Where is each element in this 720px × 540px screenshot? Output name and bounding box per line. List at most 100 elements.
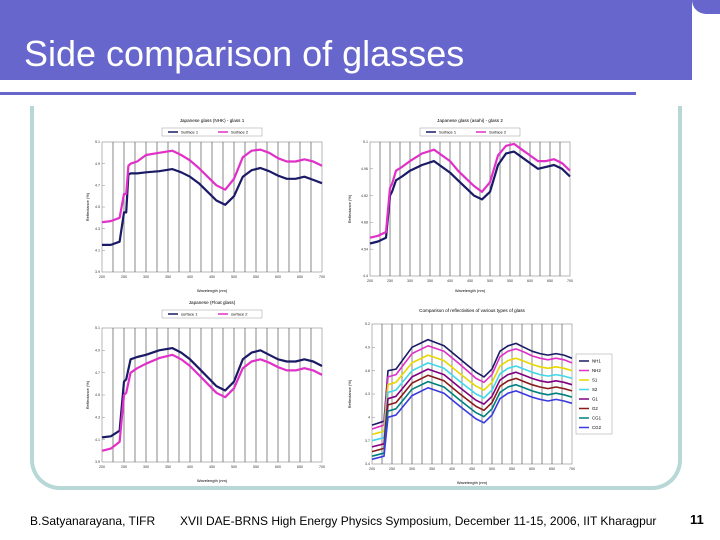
legend-label: NH1 [592, 359, 601, 364]
slide-title: Side comparison of glasses [24, 33, 465, 74]
series-line [369, 142, 571, 239]
y-tick-label: 4.5 [95, 205, 100, 209]
title-bar [0, 0, 692, 80]
x-tick-label: 550 [509, 467, 515, 471]
series-line [371, 362, 573, 442]
chart-svg: Japanese glass (asahi) - glass 2 200 250 30… [347, 118, 573, 293]
legend-box [161, 309, 263, 319]
x-tick-label: 700 [567, 279, 573, 283]
chart-nhk-glass1: Japanese glass (NHK) - glass 1 200 250 300 3… [84, 116, 330, 296]
x-tick-label: 600 [529, 467, 535, 471]
legend-box [161, 127, 263, 137]
x-tick-label: 350 [165, 465, 171, 469]
y-tick-label: 4.4 [363, 274, 368, 278]
x-tick-label: 650 [549, 467, 555, 471]
x-tick-label: 650 [297, 275, 303, 279]
series-line [369, 150, 571, 245]
legend-label: S2 [592, 387, 598, 392]
x-axis-label: Wavelength (nm) [457, 480, 488, 485]
x-tick-label: 200 [367, 279, 373, 283]
x-tick-label: 400 [187, 465, 193, 469]
legend-box [419, 127, 521, 137]
y-tick-label: 4.9 [365, 346, 370, 350]
y-tick-label: 4.9 [95, 349, 100, 353]
y-tick-label: 4.54 [361, 247, 368, 251]
y-tick-label: 3.7 [365, 439, 370, 443]
legend-label: Surface 1 [439, 129, 457, 134]
y-tick-label: 4.1 [95, 249, 100, 253]
x-tick-label: 250 [121, 275, 127, 279]
legend-label: CG1 [592, 416, 602, 421]
x-tick-label: 200 [99, 275, 105, 279]
y-tick-label: 4.9 [95, 162, 100, 166]
x-tick-label: 600 [275, 465, 281, 469]
y-tick-label: 4.96 [361, 167, 368, 171]
y-tick-label: 4.5 [95, 393, 100, 397]
y-tick-label: 5.2 [365, 322, 370, 326]
x-tick-label: 350 [429, 467, 435, 471]
series-line [371, 387, 573, 461]
x-tick-label: 700 [569, 467, 575, 471]
footer-author: B.Satyanarayana, TIFR [30, 514, 156, 528]
x-axis-label: Wavelength (nm) [455, 288, 486, 293]
x-axis-label: Wavelength (nm) [197, 478, 228, 483]
series-line [101, 353, 323, 452]
legend-label: surface 2 [231, 311, 248, 316]
x-tick-label: 200 [369, 467, 375, 471]
y-tick-label: 3.4 [365, 462, 370, 466]
legend-label: G1 [592, 397, 598, 402]
y-tick-label: 4.3 [95, 416, 100, 420]
x-tick-label: 650 [547, 279, 553, 283]
chart-svg: Japanese glass (NHK) - glass 1 200 250 300 3… [85, 118, 325, 293]
x-tick-label: 500 [231, 275, 237, 279]
x-tick-label: 500 [489, 467, 495, 471]
y-tick-label: 5.1 [95, 140, 100, 144]
title-bar-corner [692, 0, 720, 14]
x-tick-label: 300 [143, 275, 149, 279]
y-tick-label: 4.3 [95, 227, 100, 231]
legend-label: CG2 [592, 425, 602, 430]
series-line [371, 380, 573, 457]
x-tick-label: 250 [121, 465, 127, 469]
x-tick-label: 700 [319, 465, 325, 469]
x-tick-label: 550 [253, 275, 259, 279]
y-axis-label: Reflectance (%) [85, 192, 90, 221]
y-tick-label: 4.6 [365, 369, 370, 373]
series-line [371, 344, 573, 430]
series-line [371, 368, 573, 448]
y-tick-label: 3.9 [95, 460, 100, 464]
chart-title: Japanese glass (NHK) - glass 1 [180, 118, 245, 123]
chart-title: Japanese (Float glass) [189, 300, 236, 305]
y-tick-label: 4.7 [95, 184, 100, 188]
x-tick-label: 700 [319, 275, 325, 279]
series-line [371, 374, 573, 453]
chart-title: Japanese glass (asahi) - glass 2 [437, 118, 503, 123]
chart-float-glass: Japanese (Float glass) 200 250 300 350 400 450… [84, 298, 330, 486]
x-tick-label: 300 [407, 279, 413, 283]
legend-label: G2 [592, 406, 598, 411]
legend-box [575, 353, 613, 435]
x-tick-label: 550 [507, 279, 513, 283]
y-tick-label: 4.7 [95, 371, 100, 375]
x-tick-label: 450 [467, 279, 473, 283]
legend-label: S1 [592, 378, 598, 383]
legend-label: surface 1 [181, 311, 198, 316]
page-number: 11 [690, 512, 704, 527]
x-tick-label: 600 [275, 275, 281, 279]
y-axis-label: Reflectance (%) [347, 194, 352, 223]
x-tick-label: 250 [389, 467, 395, 471]
x-tick-label: 550 [253, 465, 259, 469]
y-tick-label: 4.3 [365, 392, 370, 396]
y-tick-label: 5.1 [363, 140, 368, 144]
title-underline [0, 92, 636, 95]
x-tick-label: 350 [427, 279, 433, 283]
x-tick-label: 450 [209, 465, 215, 469]
x-tick-label: 400 [187, 275, 193, 279]
legend-label: Surface 1 [181, 129, 199, 134]
x-tick-label: 500 [231, 465, 237, 469]
x-tick-label: 350 [165, 275, 171, 279]
y-tick-label: 5.1 [95, 326, 100, 330]
x-tick-label: 650 [297, 465, 303, 469]
y-tick-label: 4.82 [361, 194, 368, 198]
y-tick-label: 4.68 [361, 221, 368, 225]
